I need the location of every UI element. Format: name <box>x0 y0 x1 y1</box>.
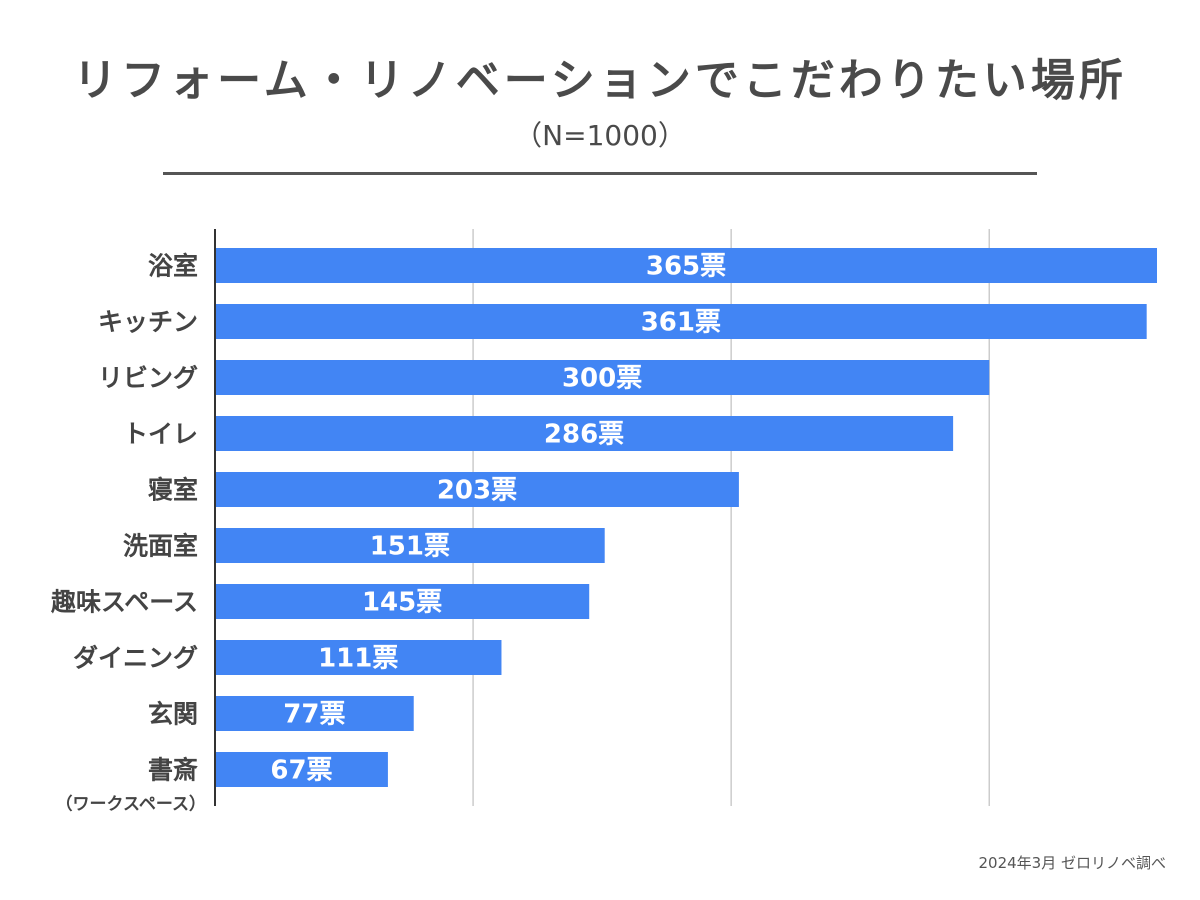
bar-value-label: 77票 <box>283 700 345 730</box>
bar <box>215 696 414 731</box>
category-label: 書斎 <box>148 756 198 785</box>
bar-value-label: 365票 <box>646 252 726 282</box>
category-label: 寝室 <box>148 476 198 505</box>
bar <box>215 248 1157 283</box>
category-sublabel: （ワークスペース） <box>56 794 206 815</box>
chart-subtitle: （N=1000） <box>514 119 686 152</box>
category-label: トイレ <box>123 420 198 449</box>
bar-value-label: 361票 <box>641 308 721 338</box>
bar-value-label: 300票 <box>562 364 642 394</box>
category-label: 趣味スペース <box>50 588 198 617</box>
category-label: 浴室 <box>148 252 198 281</box>
bar <box>215 640 502 675</box>
bar-value-label: 203票 <box>437 476 517 506</box>
title-divider <box>163 172 1037 175</box>
bar <box>215 360 990 395</box>
category-label: 洗面室 <box>123 532 198 561</box>
bar-value-label: 145票 <box>362 588 442 618</box>
chart-title: リフォーム・リノベーションでこだわりたい場所 <box>73 55 1127 106</box>
bar-value-label: 151票 <box>370 532 450 562</box>
bar <box>215 584 590 619</box>
category-label: キッチン <box>98 308 198 337</box>
source-note: 2024年3月 ゼロリノベ調べ <box>978 854 1167 872</box>
bar <box>215 304 1147 339</box>
bar <box>215 752 388 787</box>
bar <box>215 528 605 563</box>
bar-value-label: 67票 <box>270 756 332 786</box>
category-label: リビング <box>98 364 198 393</box>
bar-value-label: 286票 <box>544 420 624 450</box>
bar <box>215 472 739 507</box>
bar <box>215 416 954 451</box>
category-label: 玄関 <box>148 700 198 729</box>
bar-value-label: 111票 <box>318 644 398 674</box>
category-label: ダイニング <box>73 644 198 673</box>
